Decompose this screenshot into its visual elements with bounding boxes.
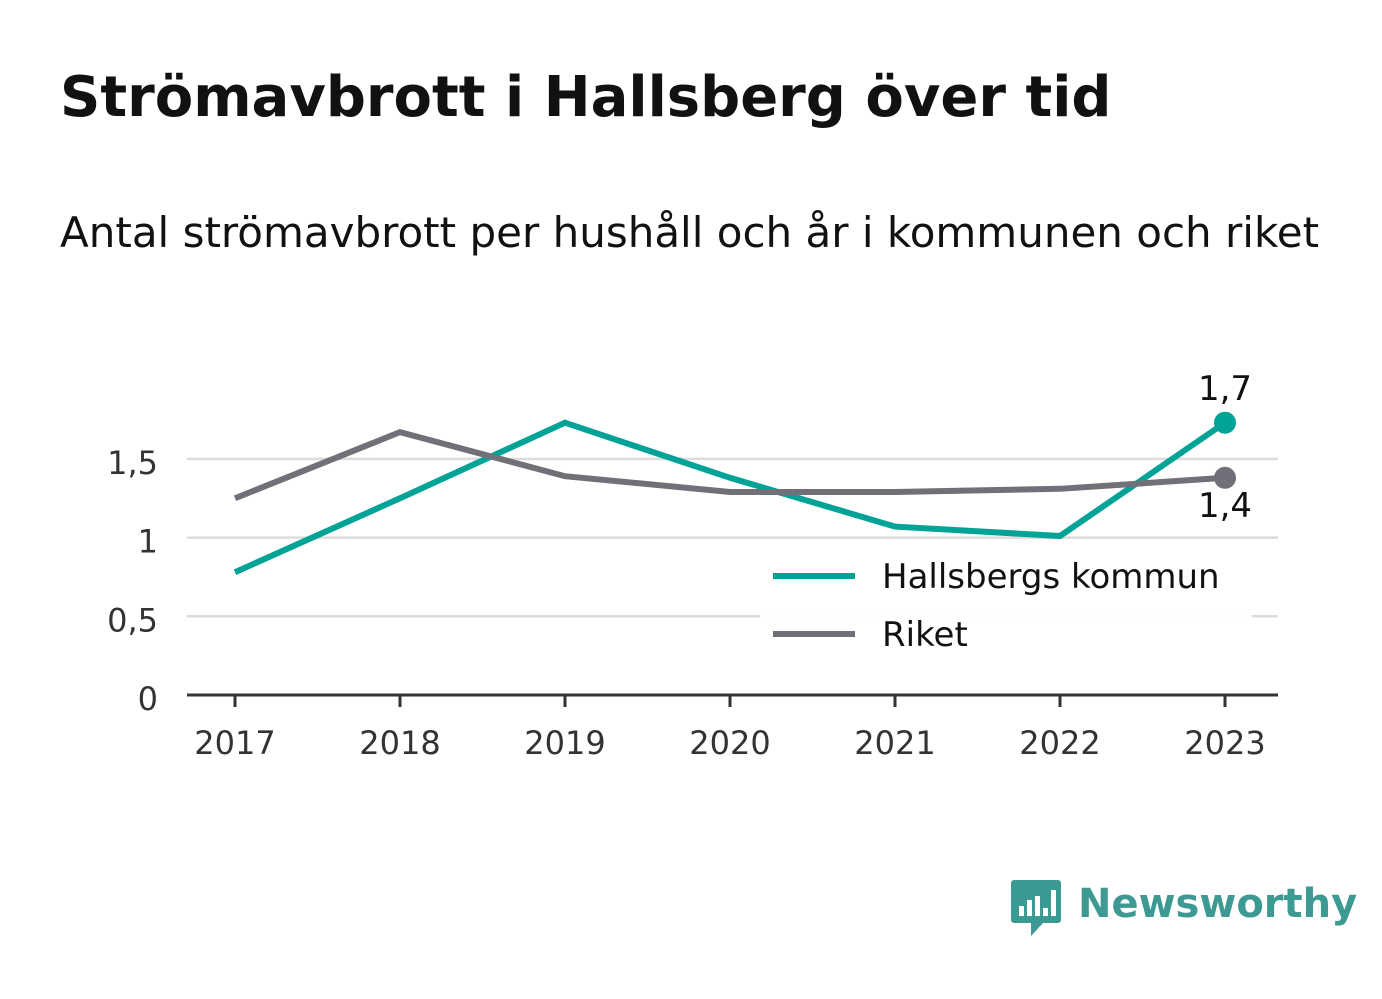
end-value-label: 1,7 xyxy=(1198,369,1252,409)
x-tick-label: 2021 xyxy=(854,724,935,762)
series-line-riket xyxy=(233,428,1226,502)
brand-name: Newsworthy xyxy=(1078,881,1358,927)
y-tick-label: 1 xyxy=(138,523,158,561)
x-tick-label: 2019 xyxy=(524,724,605,762)
page-subtitle: Antal strömavbrott per hushåll och år i … xyxy=(60,208,1320,257)
page-title: Strömavbrott i Hallsberg över tid xyxy=(60,65,1112,130)
y-tick-label: 0,5 xyxy=(107,601,158,639)
legend-label: Hallsbergs kommun xyxy=(882,557,1220,597)
legend: Hallsbergs kommun Riket xyxy=(760,548,1252,666)
x-tick-label: 2018 xyxy=(359,724,440,762)
end-value-label: 1,4 xyxy=(1198,486,1252,526)
series-line-hallsbergs-kommun xyxy=(233,419,1227,575)
legend-background xyxy=(760,548,1252,666)
x-tick-label: 2020 xyxy=(689,724,770,762)
end-point-marker xyxy=(1214,466,1236,489)
series-lines xyxy=(233,411,1236,575)
newsworthy-logo-icon xyxy=(1011,880,1061,936)
end-value-labels: 1,7 1,4 xyxy=(1198,369,1252,526)
x-tick-label: 2017 xyxy=(194,724,275,762)
y-axis-labels: 0 0,5 1 1,5 xyxy=(107,444,158,718)
x-axis: 2017 2018 2019 2020 2021 2022 2023 xyxy=(187,693,1278,762)
x-tick-label: 2023 xyxy=(1184,724,1265,762)
x-tick-label: 2022 xyxy=(1019,724,1100,762)
end-point-marker xyxy=(1214,411,1236,434)
y-tick-label: 1,5 xyxy=(107,444,158,482)
newsworthy-brand: Newsworthy xyxy=(1010,878,1357,940)
y-tick-label: 0 xyxy=(138,680,158,718)
legend-label: Riket xyxy=(882,615,968,655)
